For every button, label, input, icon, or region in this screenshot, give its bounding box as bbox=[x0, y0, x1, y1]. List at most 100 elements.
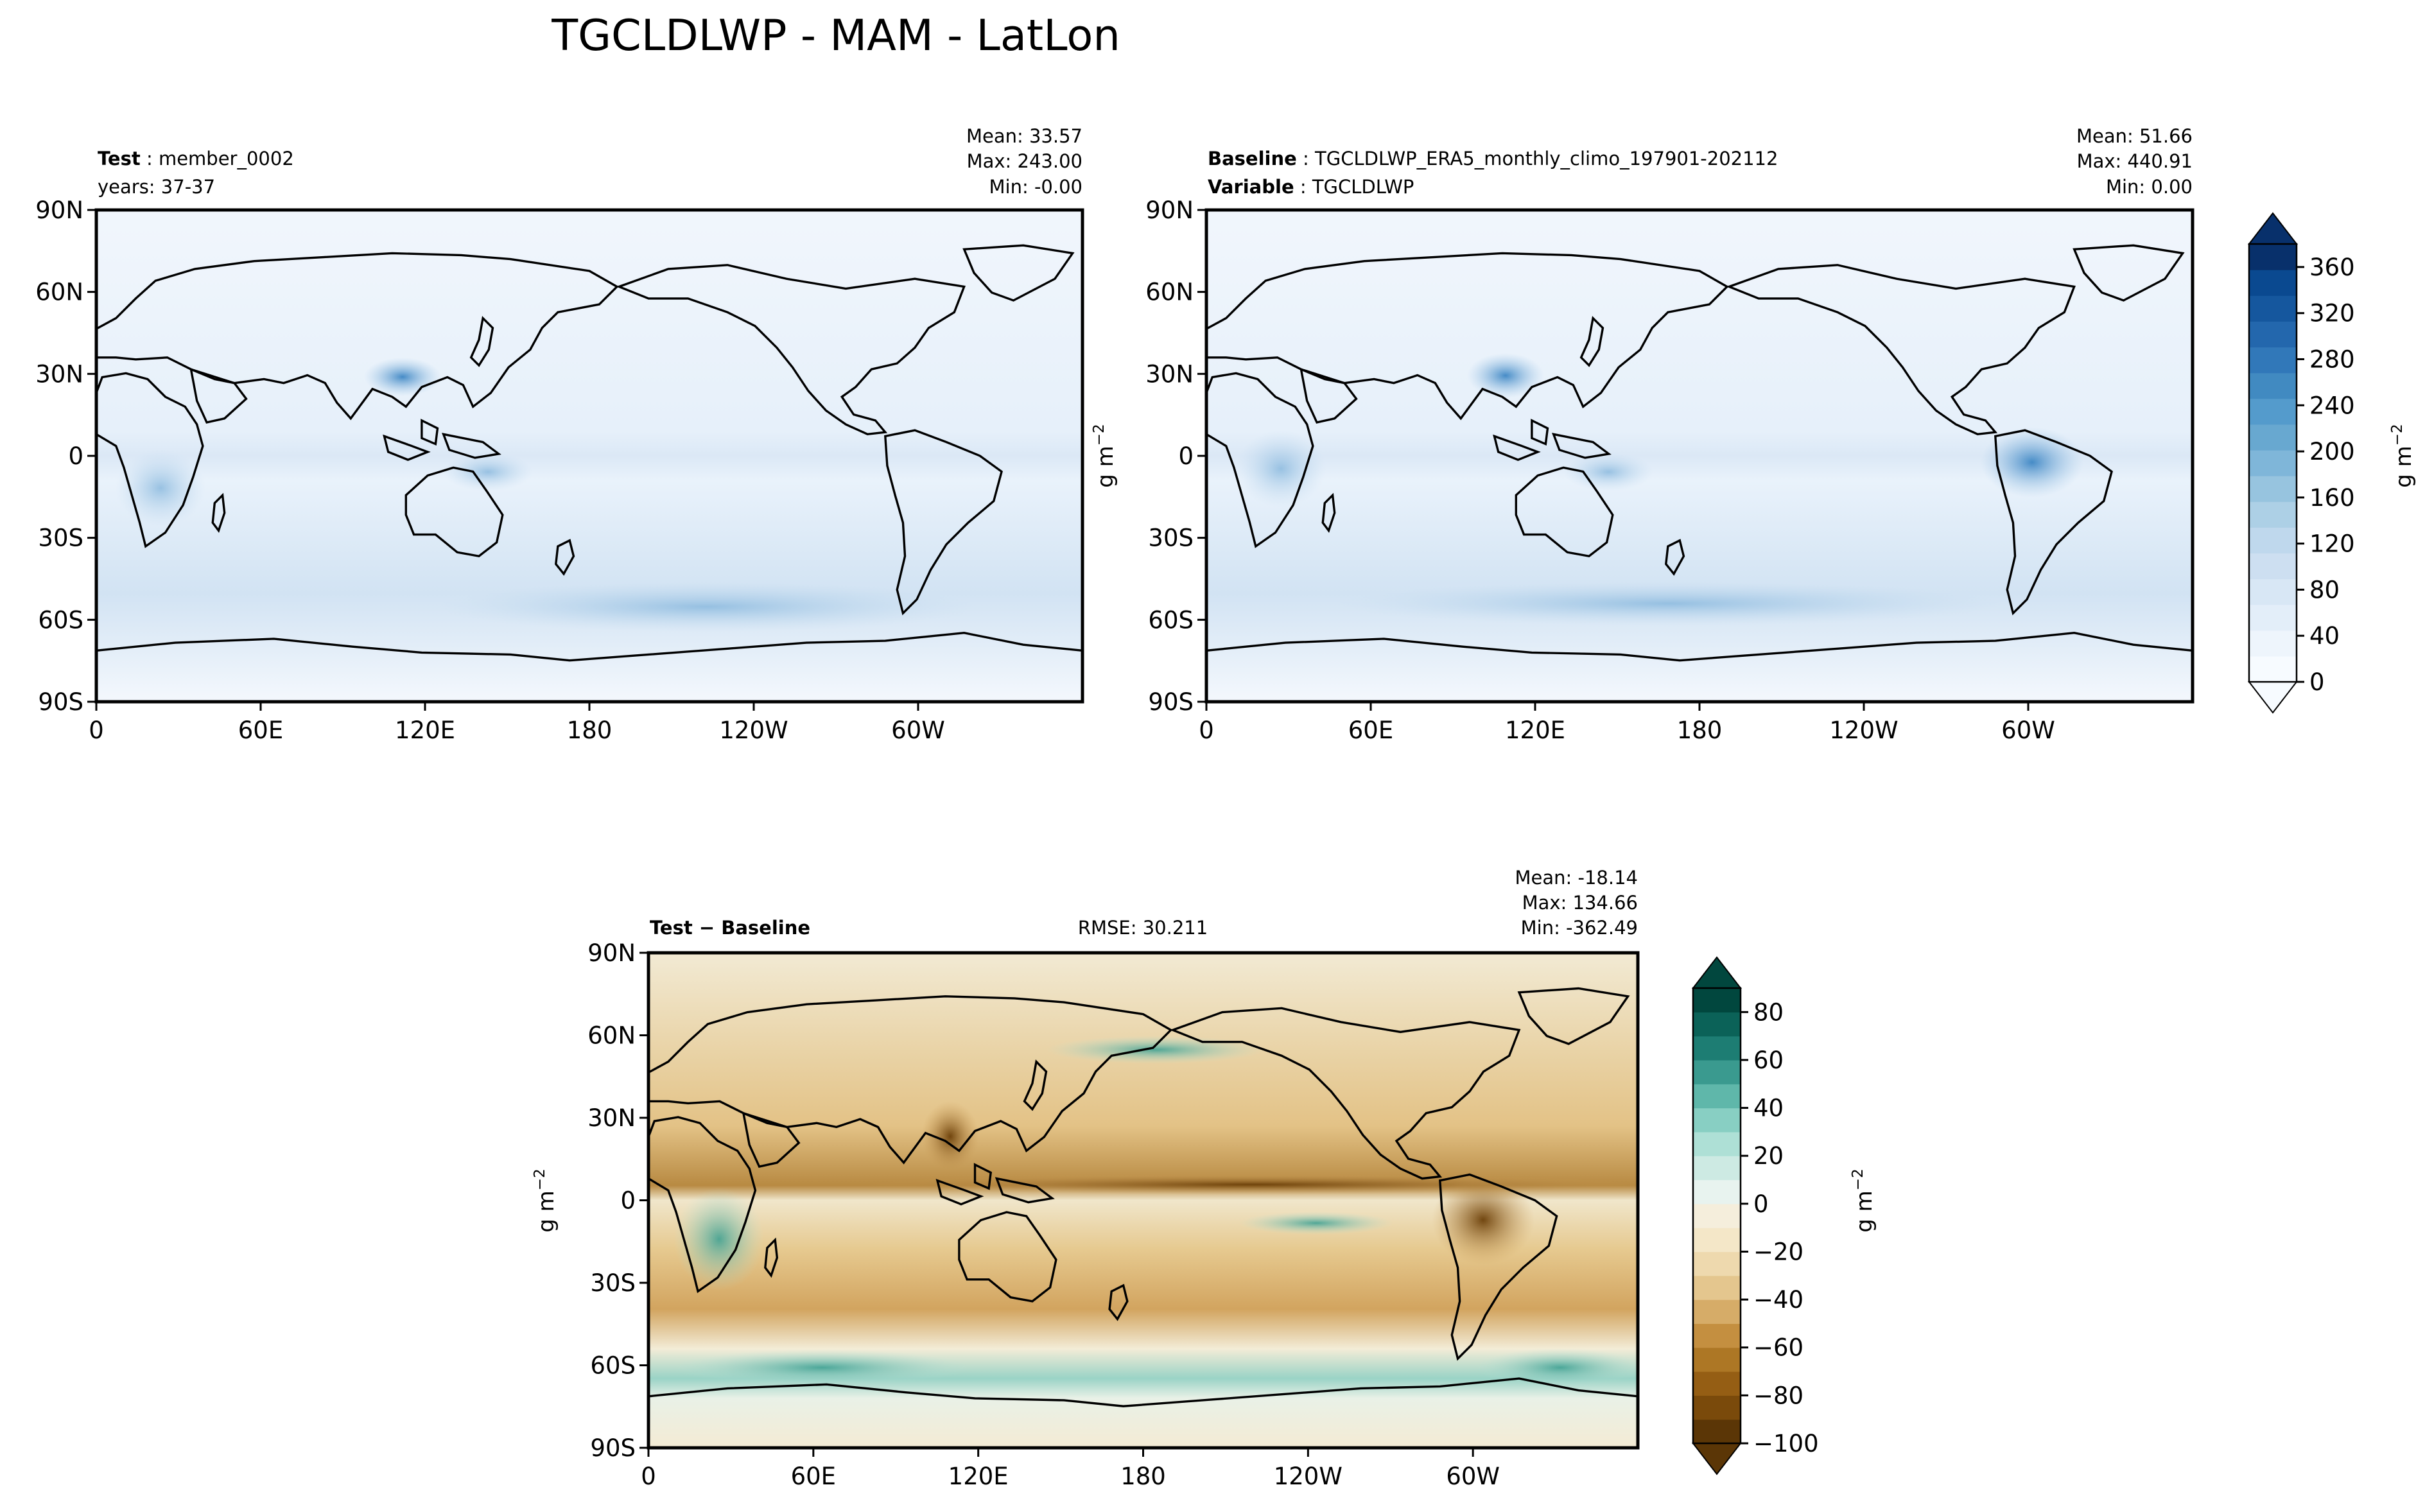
colorbar-main-frame bbox=[2248, 243, 2298, 683]
difference-side-unit: g m−2 bbox=[532, 1169, 559, 1232]
colorbar-main-segment bbox=[2249, 449, 2297, 476]
colorbar-main-tick-label: 160 bbox=[2309, 484, 2355, 512]
difference-lat-tick-label: 30S bbox=[590, 1269, 636, 1297]
colorbar-diff-segment bbox=[1693, 1179, 1741, 1204]
baseline-label-bold: Baseline bbox=[1208, 148, 1297, 169]
baseline-label: Baseline : TGCLDLWP_ERA5_monthly_climo_1… bbox=[1208, 148, 1778, 169]
figure-title: TGCLDLWP - MAM - LatLon bbox=[551, 10, 1120, 60]
baseline-field-blob-maritime bbox=[1563, 453, 1653, 491]
baseline-lat-tick-label: 60S bbox=[1148, 606, 1194, 634]
test-field-blob-southocean bbox=[437, 581, 976, 632]
colorbar-diff-segment bbox=[1693, 1251, 1741, 1276]
colorbar-main-segment bbox=[2249, 578, 2297, 605]
difference-lat-tick-label: 90S bbox=[590, 1434, 636, 1462]
baseline-lon-tick-label: 120W bbox=[1829, 717, 1898, 744]
difference-rmse: RMSE: 30.211 bbox=[1078, 917, 1208, 939]
diff-field-blob-southocean-b bbox=[1477, 1348, 1638, 1387]
colorbar-main-segment bbox=[2249, 244, 2297, 270]
colorbar-diff-segment bbox=[1693, 988, 1741, 1012]
difference-label: Test − Baseline bbox=[650, 917, 810, 939]
colorbar-main-segment bbox=[2249, 630, 2297, 657]
test-lat-tick-label: 90S bbox=[38, 688, 83, 716]
colorbar-main-tick-label: 120 bbox=[2309, 530, 2355, 558]
baseline-variable-value: TGCLDLWP bbox=[1312, 176, 1414, 198]
difference-stat-min: Min: -362.49 bbox=[1521, 917, 1638, 939]
colorbar-main-segment bbox=[2249, 604, 2297, 631]
colorbar-diff-extend-min bbox=[1691, 1443, 1742, 1475]
colorbar-diff-tick-label: 20 bbox=[1753, 1142, 1784, 1170]
difference-lon-tick-label: 0 bbox=[641, 1463, 656, 1490]
colorbar-diff-segment bbox=[1693, 1036, 1741, 1061]
baseline-variable-bold: Variable bbox=[1208, 176, 1294, 198]
test-lat-tick-label: 30N bbox=[35, 360, 83, 388]
colorbar-main-extend-max bbox=[2247, 212, 2299, 245]
test-stat-max: Max: 243.00 bbox=[967, 150, 1082, 172]
colorbar-main-segment bbox=[2249, 347, 2297, 374]
colorbar-diff-tick-label: −20 bbox=[1753, 1238, 1803, 1265]
test-label: Test : member_0002 bbox=[98, 148, 294, 169]
colorbar-diff-tick-label: 40 bbox=[1753, 1095, 1784, 1122]
colorbar-main-segment bbox=[2249, 476, 2297, 502]
colorbar-diff-tick-label: −40 bbox=[1753, 1286, 1803, 1314]
test-lat-tick-label: 90N bbox=[35, 196, 83, 224]
colorbar-main-segment bbox=[2249, 656, 2297, 682]
colorbar-diff-tick-label: −100 bbox=[1753, 1430, 1819, 1457]
colorbar-diff-unit-text: g m bbox=[1852, 1190, 1877, 1233]
colorbar-main-extend-min bbox=[2247, 681, 2299, 714]
baseline-field-blob-eastasia bbox=[1467, 353, 1544, 398]
baseline-field-blob-amazon bbox=[1981, 427, 2083, 498]
baseline-lat-tick-label: 60N bbox=[1145, 279, 1194, 306]
colorbar-diff-segment bbox=[1693, 1275, 1741, 1300]
colorbar-main-unit: g m−2 bbox=[2389, 424, 2416, 487]
test-label-bold: Test bbox=[98, 148, 141, 169]
diff-field-blob-amazon bbox=[1432, 1175, 1534, 1265]
baseline-lon-tick-label: 60E bbox=[1348, 717, 1393, 744]
colorbar-main-tick-label: 240 bbox=[2309, 392, 2355, 419]
baseline-lon-tick-label: 120E bbox=[1505, 717, 1565, 744]
colorbar-diff-extend-max bbox=[1691, 956, 1742, 989]
difference-side-unit-sup: −2 bbox=[532, 1169, 548, 1190]
difference-lat-tick-label: 30N bbox=[587, 1104, 636, 1132]
test-stat-min: Min: -0.00 bbox=[989, 176, 1082, 198]
colorbar-diff-tick-label: −60 bbox=[1753, 1334, 1803, 1362]
colorbar-main-tick-label: 320 bbox=[2309, 300, 2355, 327]
test-label-sep: : bbox=[141, 148, 159, 169]
baseline-lon-tick-label: 0 bbox=[1199, 717, 1214, 744]
colorbar-diff-frame bbox=[1692, 987, 1742, 1445]
difference-lat-tick-label: 60S bbox=[590, 1352, 636, 1380]
colorbar-main-segment bbox=[2249, 501, 2297, 528]
colorbar-diff-tick-label: 0 bbox=[1753, 1190, 1769, 1218]
baseline-lat-tick-label: 30N bbox=[1145, 360, 1194, 388]
diff-field-blob-africa bbox=[674, 1188, 764, 1290]
panel-test bbox=[94, 208, 1084, 704]
baseline-variable: Variable : TGCLDLWP bbox=[1208, 176, 1414, 198]
difference-lon-tick-label: 60E bbox=[791, 1463, 836, 1490]
colorbar-diff-unit-sup: −2 bbox=[1850, 1169, 1866, 1190]
difference-side-unit-text: g m bbox=[534, 1190, 559, 1233]
test-lon-tick-label: 60W bbox=[891, 717, 945, 744]
difference-lon-tick-label: 180 bbox=[1120, 1463, 1166, 1490]
diff-field-blob-pacific bbox=[1239, 1212, 1393, 1235]
panel-difference bbox=[647, 951, 1640, 1450]
colorbar-diff-segment bbox=[1693, 1131, 1741, 1156]
colorbar-diff-segment bbox=[1693, 1059, 1741, 1084]
colorbar-diff-segment bbox=[1693, 1347, 1741, 1372]
baseline-variable-sep: : bbox=[1294, 176, 1312, 198]
difference-lat-tick-label: 90N bbox=[587, 939, 636, 967]
diff-field-blob-northpacific bbox=[1047, 1036, 1265, 1064]
test-lat-tick-label: 60S bbox=[38, 606, 83, 634]
baseline-side-unit-text: g m bbox=[1093, 446, 1118, 488]
colorbar-main: 0 40 80 120 160 200 240 280 320 360 bbox=[2247, 212, 2355, 714]
colorbar-diff-segment bbox=[1693, 1108, 1741, 1133]
test-lon-tick-label: 120W bbox=[719, 717, 788, 744]
baseline-field-blob-southocean bbox=[1335, 581, 2003, 626]
colorbar-main-tick-label: 200 bbox=[2309, 438, 2355, 465]
colorbar-diff-tick-label: 60 bbox=[1753, 1047, 1784, 1074]
baseline-side-unit: g m−2 bbox=[1091, 424, 1118, 487]
colorbar-diff-unit: g m−2 bbox=[1850, 1169, 1877, 1232]
difference-lon-tick-label: 120E bbox=[948, 1463, 1009, 1490]
difference-lat-tick-label: 0 bbox=[620, 1187, 636, 1215]
baseline-lon-tick-label: 180 bbox=[1677, 717, 1723, 744]
colorbar-main-segment bbox=[2249, 424, 2297, 451]
difference-stat-max: Max: 134.66 bbox=[1522, 892, 1638, 914]
